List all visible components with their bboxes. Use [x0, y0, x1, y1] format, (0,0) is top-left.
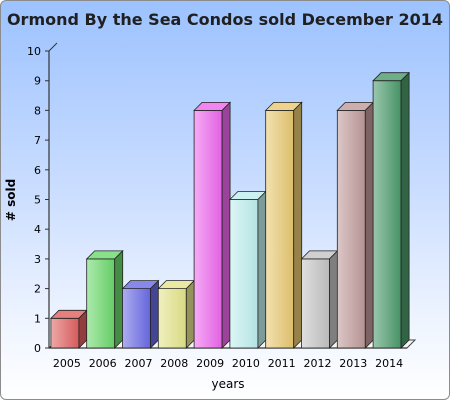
bar-front: [122, 288, 151, 349]
y-axis-label: # sold: [4, 179, 18, 221]
bar-2005: [49, 309, 88, 349]
bar-front: [336, 110, 366, 349]
y-tick-label: 8: [34, 104, 41, 117]
bar-2014: [372, 71, 411, 349]
y-tick-label: 3: [34, 253, 41, 266]
bar-front: [265, 110, 295, 349]
x-tick-label: 2008: [160, 357, 188, 370]
bar-side: [114, 249, 124, 349]
y-tick-label: 1: [34, 312, 41, 325]
bar-side: [150, 279, 159, 349]
x-tick-label: 2010: [232, 357, 260, 370]
bar-2011: [264, 101, 303, 349]
y-tick-label: 0: [34, 342, 41, 355]
bar-2008: [157, 279, 196, 349]
chart-title: Ormond By the Sea Condos sold December 2…: [7, 10, 443, 29]
bar-2013: [336, 101, 375, 349]
x-tick-label: 2007: [125, 357, 153, 370]
bar-front: [372, 80, 402, 349]
axis-depth-line: [48, 42, 58, 52]
x-tick-label: 2012: [304, 357, 332, 370]
bar-front: [229, 199, 259, 349]
y-tick-label: 10: [27, 45, 41, 58]
bar-2012: [300, 249, 339, 349]
x-tick-label: 2005: [53, 357, 81, 370]
x-tick-label: 2014: [375, 357, 403, 370]
bar-front: [193, 110, 223, 349]
bar-2009: [193, 101, 232, 349]
bar-front: [86, 258, 116, 349]
y-tick-label: 5: [34, 194, 41, 207]
bar-side: [293, 101, 303, 349]
y-tick-label: 4: [34, 223, 41, 236]
x-tick-label: 2011: [268, 357, 296, 370]
bar-2007: [121, 279, 160, 349]
y-tick-label: 7: [34, 134, 41, 147]
y-tick-labels: 0 1 2 3 4 5 6 7 8 9 10: [27, 45, 49, 355]
x-tick-labels: 2005 2006 2007 2008 2009 2010 2011 2012 2013 2014: [53, 357, 403, 370]
bar-front: [50, 317, 80, 349]
x-axis-label: years: [211, 377, 244, 391]
x-tick-label: 2009: [196, 357, 224, 370]
bar-side: [257, 190, 267, 349]
bar-side: [364, 101, 374, 349]
bars: [49, 71, 411, 349]
bar-side: [185, 279, 195, 349]
y-tick-label: 6: [34, 164, 41, 177]
bar-side: [221, 101, 231, 349]
bar-side: [329, 249, 338, 349]
y-tick-label: 9: [34, 75, 41, 88]
bar-2006: [85, 249, 124, 349]
x-tick-label: 2006: [89, 357, 117, 370]
bar-2010: [228, 190, 267, 349]
bar-side: [400, 71, 410, 349]
x-tick-label: 2013: [339, 357, 367, 370]
y-tick-label: 2: [34, 283, 41, 296]
bar-front: [301, 258, 330, 349]
bar-front: [157, 288, 187, 349]
